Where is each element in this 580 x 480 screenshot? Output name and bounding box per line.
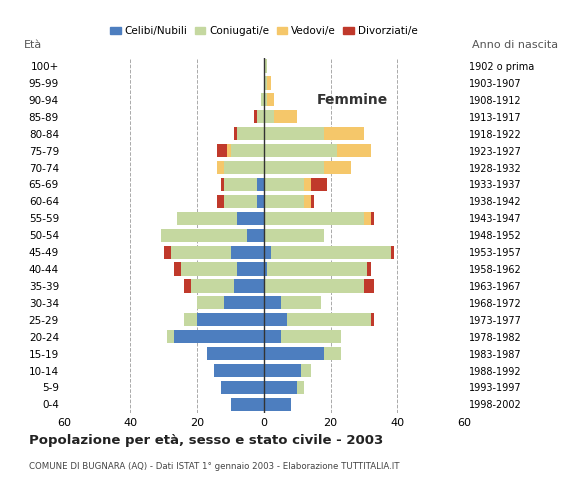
- Bar: [217, 144, 227, 157]
- Bar: [264, 347, 324, 360]
- Bar: [180, 263, 237, 276]
- Bar: [227, 144, 230, 157]
- Text: COMUNE DI BUGNARA (AQ) - Dati ISTAT 1° gennaio 2003 - Elaborazione TUTTITALIA.IT: COMUNE DI BUGNARA (AQ) - Dati ISTAT 1° g…: [29, 462, 400, 471]
- Text: Femmine: Femmine: [316, 93, 387, 107]
- Legend: Celibi/Nubili, Coniugati/e, Vedovi/e, Divorziati/e: Celibi/Nubili, Coniugati/e, Vedovi/e, Di…: [106, 22, 422, 40]
- Bar: [164, 245, 171, 259]
- Bar: [281, 296, 321, 310]
- Bar: [274, 110, 297, 123]
- Bar: [184, 313, 197, 326]
- Bar: [217, 195, 224, 208]
- Bar: [300, 364, 311, 377]
- Bar: [324, 161, 350, 174]
- Bar: [264, 212, 364, 225]
- Bar: [264, 263, 267, 276]
- Bar: [171, 245, 230, 259]
- Bar: [197, 296, 224, 310]
- Bar: [371, 212, 374, 225]
- Bar: [304, 178, 311, 191]
- Bar: [267, 93, 274, 107]
- Bar: [230, 245, 264, 259]
- Bar: [220, 178, 224, 191]
- Bar: [264, 76, 267, 90]
- Bar: [177, 212, 237, 225]
- Bar: [324, 127, 364, 140]
- Bar: [264, 144, 337, 157]
- Bar: [270, 245, 391, 259]
- Bar: [214, 364, 264, 377]
- Bar: [224, 161, 264, 174]
- Bar: [264, 127, 324, 140]
- Bar: [264, 279, 364, 292]
- Bar: [264, 330, 281, 343]
- Bar: [207, 347, 264, 360]
- Bar: [297, 381, 304, 394]
- Bar: [364, 212, 371, 225]
- Bar: [264, 296, 281, 310]
- Bar: [371, 313, 374, 326]
- Bar: [264, 93, 267, 107]
- Bar: [287, 313, 371, 326]
- Bar: [260, 93, 264, 107]
- Bar: [264, 60, 267, 72]
- Bar: [237, 212, 264, 225]
- Bar: [197, 313, 264, 326]
- Bar: [264, 364, 300, 377]
- Bar: [161, 228, 247, 242]
- Bar: [264, 195, 304, 208]
- Text: Anno di nascita: Anno di nascita: [472, 40, 558, 50]
- Bar: [217, 161, 224, 174]
- Bar: [267, 263, 367, 276]
- Bar: [234, 127, 237, 140]
- Bar: [391, 245, 394, 259]
- Bar: [174, 263, 180, 276]
- Bar: [234, 279, 264, 292]
- Bar: [337, 144, 371, 157]
- Bar: [264, 245, 270, 259]
- Bar: [324, 347, 340, 360]
- Bar: [304, 195, 311, 208]
- Bar: [264, 398, 291, 411]
- Bar: [224, 195, 257, 208]
- Bar: [237, 263, 264, 276]
- Bar: [264, 110, 274, 123]
- Bar: [237, 127, 264, 140]
- Bar: [247, 228, 264, 242]
- Bar: [264, 228, 324, 242]
- Bar: [311, 195, 314, 208]
- Bar: [311, 178, 327, 191]
- Bar: [264, 381, 297, 394]
- Bar: [184, 279, 190, 292]
- Bar: [364, 279, 374, 292]
- Bar: [264, 161, 324, 174]
- Bar: [257, 195, 264, 208]
- Text: Età: Età: [24, 40, 42, 50]
- Bar: [257, 110, 264, 123]
- Bar: [264, 178, 304, 191]
- Bar: [224, 296, 264, 310]
- Bar: [257, 178, 264, 191]
- Bar: [281, 330, 340, 343]
- Bar: [230, 398, 264, 411]
- Bar: [254, 110, 257, 123]
- Bar: [230, 144, 264, 157]
- Text: Popolazione per età, sesso e stato civile - 2003: Popolazione per età, sesso e stato civil…: [29, 434, 383, 447]
- Bar: [224, 178, 257, 191]
- Bar: [367, 263, 371, 276]
- Bar: [220, 381, 264, 394]
- Bar: [174, 330, 264, 343]
- Bar: [267, 76, 270, 90]
- Bar: [167, 330, 174, 343]
- Bar: [190, 279, 234, 292]
- Bar: [264, 313, 287, 326]
